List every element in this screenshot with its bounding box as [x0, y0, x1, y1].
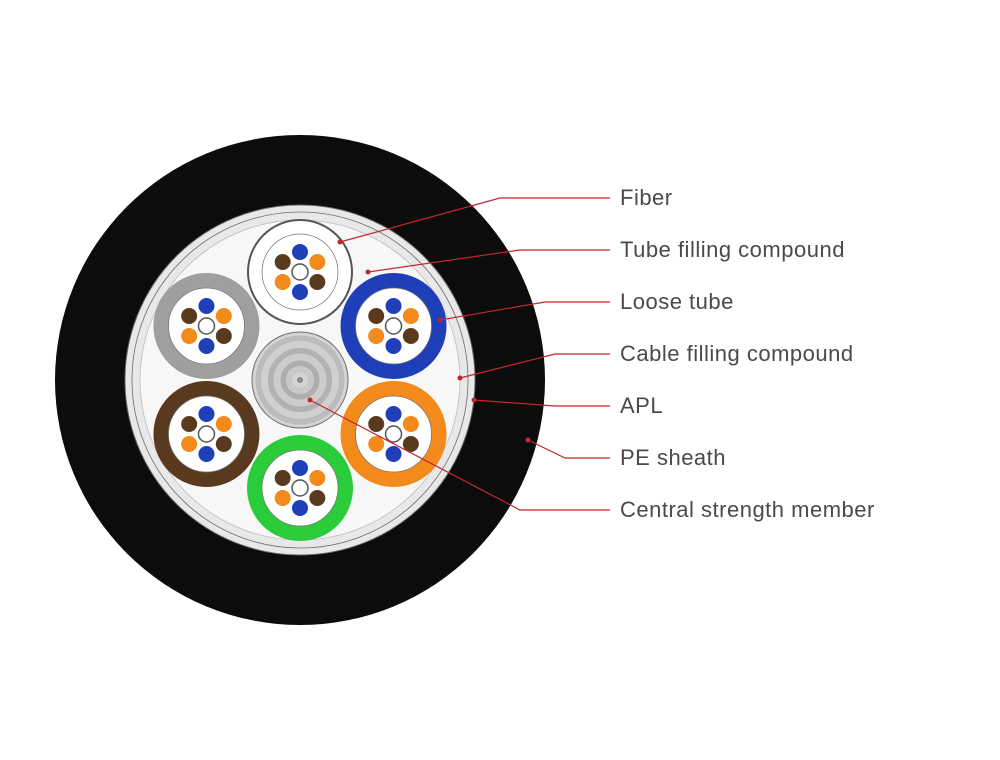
label-apl: APL [620, 393, 663, 419]
label-loose_tube: Loose tube [620, 289, 734, 315]
label-pe_sheath: PE sheath [620, 445, 726, 471]
label-cable_fill: Cable filling compound [620, 341, 854, 367]
label-tube_fill: Tube filling compound [620, 237, 845, 263]
label-fiber: Fiber [620, 185, 673, 211]
diagram-stage: Fiber Tube filling compound Loose tube Cabl… [0, 0, 1000, 760]
label-csm: Central strength member [620, 497, 875, 523]
cable-cross-section-svg [0, 0, 1000, 760]
